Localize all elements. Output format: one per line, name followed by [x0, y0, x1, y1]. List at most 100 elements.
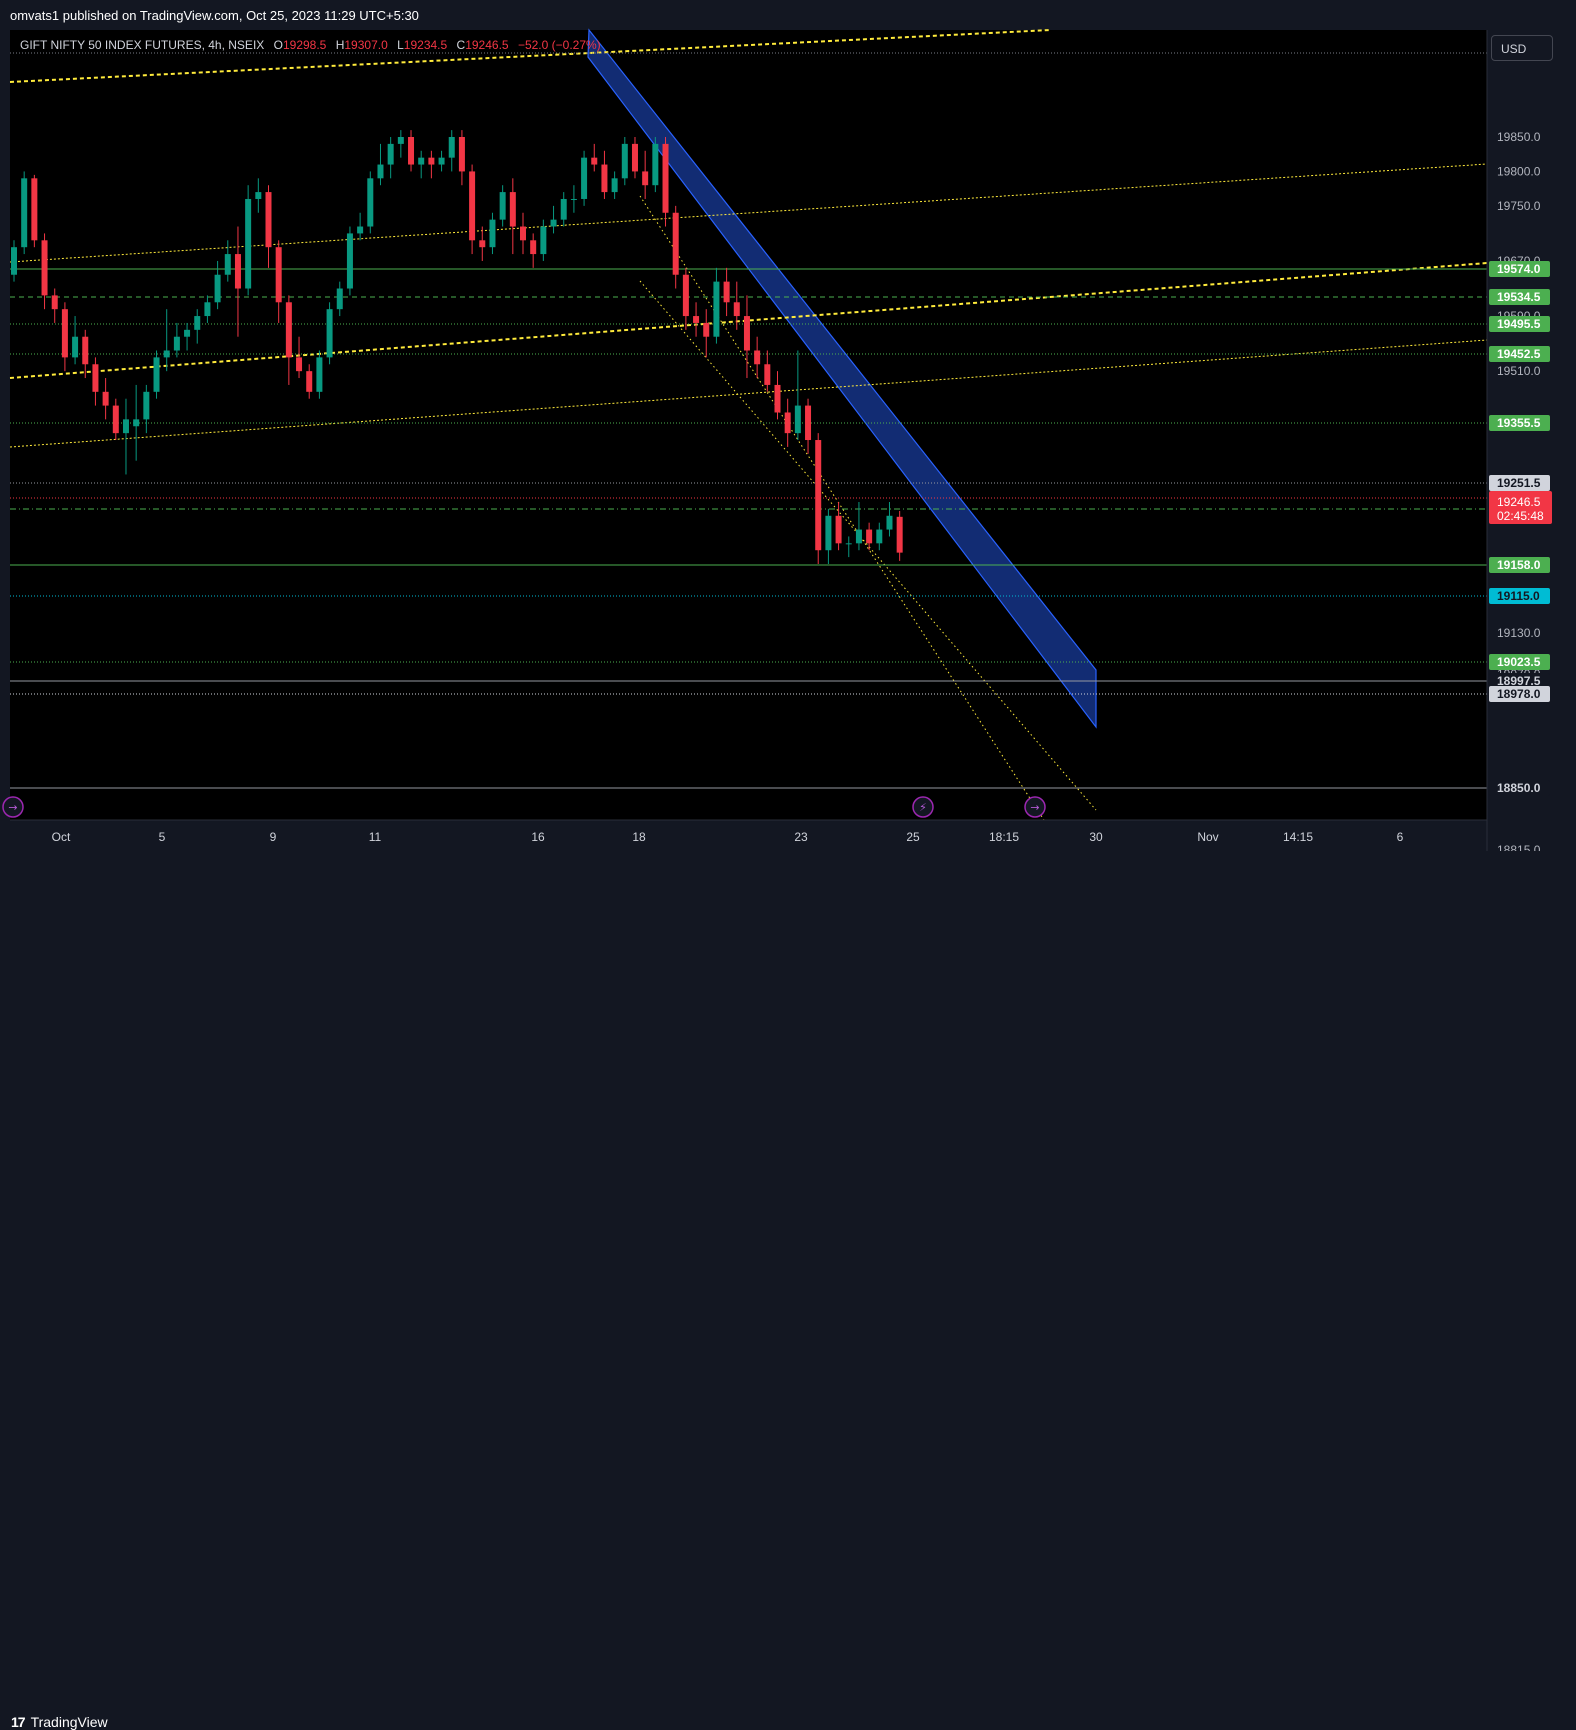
- candle-body[interactable]: [438, 157, 445, 165]
- candle-body[interactable]: [570, 198, 577, 200]
- candle-body[interactable]: [815, 440, 822, 551]
- candle-body[interactable]: [234, 254, 241, 289]
- tradingview-logo[interactable]: 17 TradingView: [11, 1714, 108, 1730]
- candle-body[interactable]: [713, 281, 720, 337]
- candle-body[interactable]: [662, 143, 669, 213]
- candle-body[interactable]: [122, 419, 129, 434]
- candle-body[interactable]: [275, 247, 282, 303]
- candle-body[interactable]: [285, 302, 292, 358]
- candle-body[interactable]: [346, 233, 353, 289]
- candle-body[interactable]: [764, 364, 771, 385]
- candle-body[interactable]: [794, 405, 801, 434]
- candle-body[interactable]: [224, 254, 231, 275]
- candle-body[interactable]: [173, 336, 180, 351]
- candle-body[interactable]: [92, 364, 99, 392]
- candle-body[interactable]: [296, 357, 303, 372]
- candle-body[interactable]: [611, 178, 618, 193]
- candle-body[interactable]: [672, 212, 679, 275]
- candle-body[interactable]: [845, 543, 852, 545]
- candle-body[interactable]: [499, 192, 506, 220]
- candle-body[interactable]: [408, 136, 415, 165]
- candle-body[interactable]: [682, 274, 689, 317]
- candle-body[interactable]: [489, 219, 496, 248]
- candle-body[interactable]: [540, 226, 547, 255]
- candle-body[interactable]: [723, 281, 730, 303]
- candle-body[interactable]: [733, 302, 740, 317]
- candle-body[interactable]: [754, 350, 761, 365]
- candle-body[interactable]: [479, 240, 486, 248]
- candle-body[interactable]: [72, 336, 79, 358]
- candle-body[interactable]: [784, 412, 791, 434]
- candle-body[interactable]: [743, 316, 750, 351]
- candle-body[interactable]: [194, 316, 201, 330]
- candle-body[interactable]: [387, 143, 394, 165]
- candle-body[interactable]: [245, 198, 252, 289]
- candle-body[interactable]: [31, 178, 38, 241]
- candle-body[interactable]: [204, 302, 211, 317]
- time-axis[interactable]: [10, 820, 1487, 851]
- candle-body[interactable]: [469, 171, 476, 241]
- candle-body[interactable]: [21, 178, 28, 248]
- candle-body[interactable]: [896, 516, 903, 553]
- time-tick-label: 18:15: [989, 830, 1019, 844]
- candle-body[interactable]: [82, 336, 89, 365]
- candle-body[interactable]: [367, 178, 374, 227]
- candle-body[interactable]: [143, 391, 150, 420]
- candle-body[interactable]: [631, 143, 638, 172]
- candle-body[interactable]: [520, 226, 526, 241]
- candle-body[interactable]: [61, 309, 68, 358]
- candle-body[interactable]: [316, 357, 323, 392]
- candle-body[interactable]: [560, 198, 567, 220]
- candle-body[interactable]: [591, 157, 598, 165]
- candle-body[interactable]: [102, 391, 109, 406]
- candle-body[interactable]: [397, 136, 404, 144]
- chart-pane[interactable]: [10, 30, 1487, 850]
- candle-body[interactable]: [805, 405, 812, 441]
- candle-body[interactable]: [265, 192, 272, 248]
- currency-button[interactable]: USD: [1491, 35, 1553, 61]
- candle-body[interactable]: [855, 529, 862, 544]
- dividend-event-icon[interactable]: [1024, 796, 1046, 818]
- price-level-tag: [1489, 261, 1550, 277]
- candle-body[interactable]: [703, 322, 710, 337]
- candle-body[interactable]: [774, 384, 781, 413]
- candle-body[interactable]: [428, 157, 435, 165]
- candle-body[interactable]: [336, 288, 343, 310]
- price-level-tag: [1489, 654, 1550, 670]
- candle-body[interactable]: [886, 515, 893, 530]
- candle-body[interactable]: [825, 515, 832, 551]
- candle-body[interactable]: [163, 350, 170, 358]
- candle-body[interactable]: [41, 240, 48, 296]
- candle-body[interactable]: [357, 226, 364, 234]
- candle-body[interactable]: [326, 309, 333, 358]
- candle-body[interactable]: [255, 192, 262, 199]
- candle-body[interactable]: [214, 274, 221, 303]
- candle-body[interactable]: [184, 329, 191, 337]
- lightning-event-icon[interactable]: [912, 796, 934, 818]
- candle-body[interactable]: [601, 164, 608, 193]
- candle-body[interactable]: [835, 515, 842, 544]
- candle-body[interactable]: [550, 219, 557, 227]
- candle-body[interactable]: [530, 240, 537, 255]
- candle-body[interactable]: [133, 419, 140, 427]
- candle-body[interactable]: [306, 371, 313, 392]
- candle-body[interactable]: [418, 157, 425, 165]
- candle-body[interactable]: [876, 529, 883, 544]
- candle-body[interactable]: [509, 192, 516, 227]
- candle-body[interactable]: [693, 316, 700, 323]
- candle-body[interactable]: [642, 171, 649, 186]
- candle-body[interactable]: [448, 136, 455, 158]
- low-value: 19234.5: [403, 38, 448, 52]
- candle-body[interactable]: [866, 529, 873, 544]
- price-axis[interactable]: [1487, 30, 1576, 851]
- candle-body[interactable]: [581, 157, 588, 199]
- candle-body[interactable]: [11, 247, 17, 275]
- candle-body[interactable]: [112, 405, 119, 434]
- candle-body[interactable]: [652, 143, 659, 186]
- candle-body[interactable]: [51, 295, 58, 310]
- candle-body[interactable]: [458, 136, 465, 172]
- candle-body[interactable]: [621, 143, 628, 179]
- dividend-event-icon[interactable]: [2, 796, 24, 818]
- candle-body[interactable]: [377, 164, 384, 179]
- candle-body[interactable]: [153, 357, 160, 392]
